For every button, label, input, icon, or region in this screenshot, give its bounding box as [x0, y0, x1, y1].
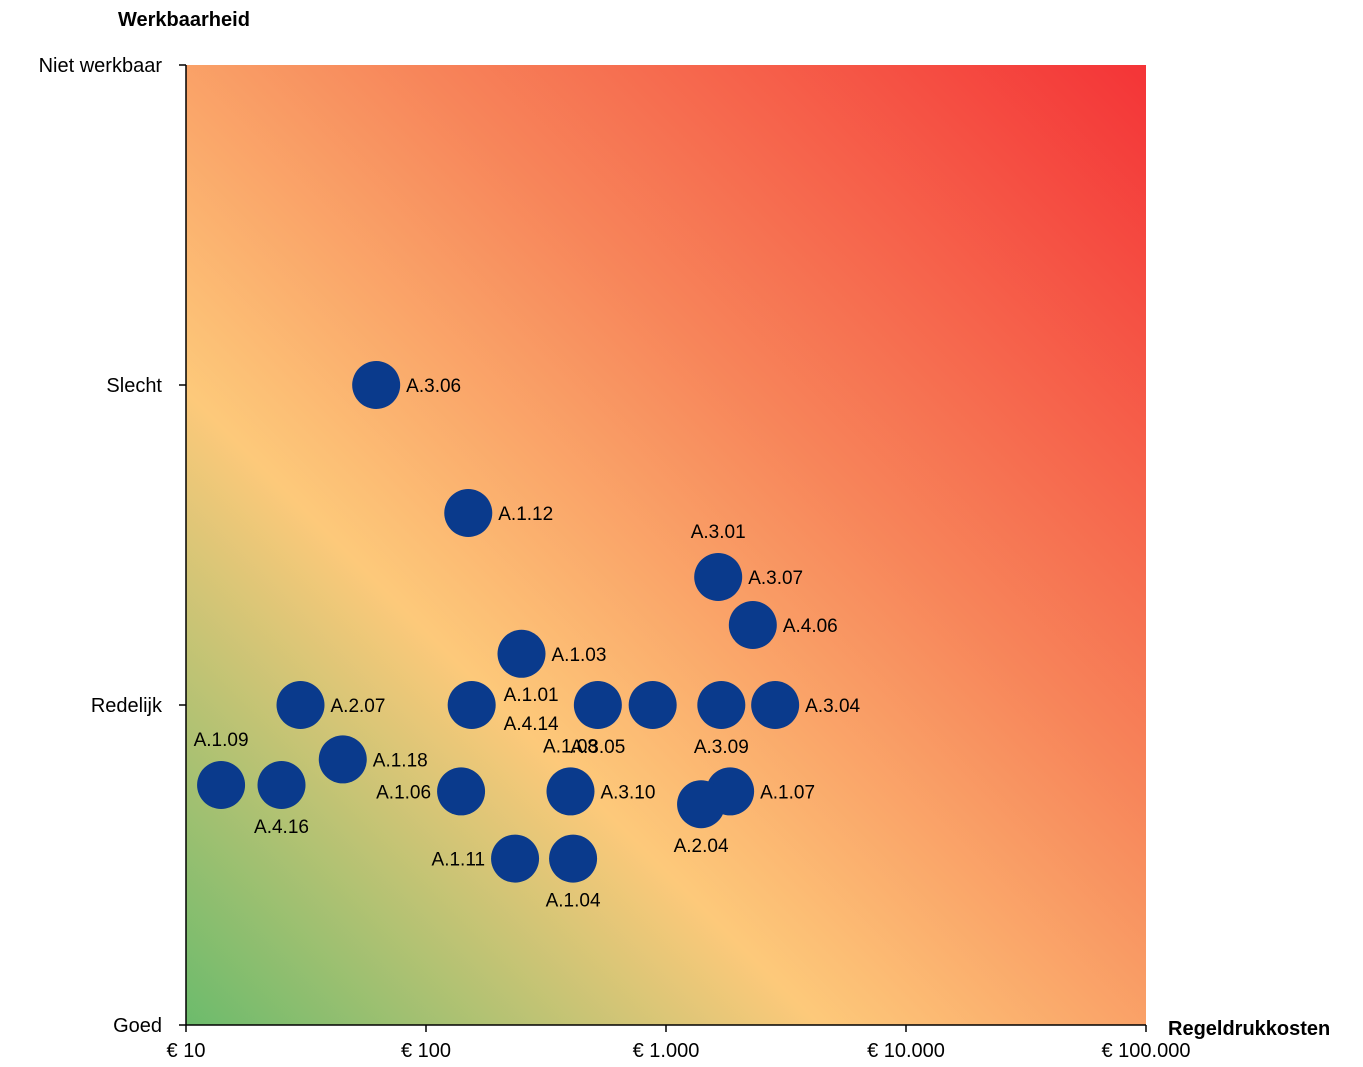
data-point-label: A.1.08: [543, 736, 598, 757]
data-point-label: A.4.06: [783, 616, 838, 637]
data-point-label: A.1.18: [373, 750, 428, 771]
data-point-label: A.1.06: [376, 782, 431, 803]
y-axis-ticks: Goed Redelijk Slecht Niet werkbaar: [39, 55, 186, 1037]
data-point-label: A.2.04: [674, 836, 729, 857]
data-point-marker: [628, 681, 677, 729]
x-axis-title: Regeldrukkosten: [1168, 1018, 1330, 1040]
data-point-marker: [444, 489, 493, 537]
data-point-label: A.1.04: [546, 891, 601, 912]
data-point-marker: [257, 761, 306, 809]
y-axis-title: Werkbaarheid: [118, 9, 250, 31]
data-point-label: A.4.16: [254, 817, 309, 838]
data-points: A.3.06 A.1.12 A.3.01 A.3.07 A.4.06 A.1.03 A.2.…: [194, 361, 861, 912]
y-tick-label: Redelijk: [91, 695, 163, 717]
data-point-marker: [491, 834, 540, 883]
x-tick-label: € 100: [401, 1040, 451, 1062]
data-point-label: A.2.07: [331, 696, 386, 717]
data-point-label: A.3.05: [570, 737, 625, 758]
data-point-label: A.1.09: [194, 730, 249, 751]
data-point-marker: [497, 629, 546, 678]
data-point-label: A.3.06: [406, 376, 461, 397]
y-tick-label: Niet werkbaar: [39, 55, 163, 77]
data-point-label: A.1.11: [432, 850, 486, 871]
data-point-label: A.3.01: [691, 522, 746, 543]
data-point-label: A.1.01: [504, 685, 559, 706]
data-point-marker: [447, 681, 496, 729]
data-point-marker: [694, 553, 743, 601]
data-point-label: A.3.10: [600, 782, 655, 803]
x-tick-label: € 10.000: [867, 1040, 945, 1062]
data-point-label: A.3.09: [694, 737, 749, 758]
data-point-label: A.1.03: [552, 645, 607, 666]
data-point-marker: [697, 681, 746, 729]
data-point-marker: [276, 681, 325, 729]
data-point-marker: [549, 834, 598, 883]
x-axis-ticks: € 10 € 100 € 1.000 € 10.000 € 100.000: [167, 1025, 1191, 1062]
y-tick-label: Slecht: [106, 375, 162, 397]
data-point-marker: [546, 767, 595, 816]
data-point-label: A.3.07: [748, 568, 803, 589]
data-point-marker: [573, 681, 622, 729]
data-point-label: A.3.04: [805, 696, 860, 717]
data-point-marker: [318, 735, 367, 784]
plot-area-background: [186, 65, 1146, 1025]
data-point-marker: [728, 601, 777, 649]
data-point-marker: [437, 767, 486, 816]
data-point-label: A.1.12: [498, 504, 553, 525]
data-point-marker: [677, 780, 726, 829]
y-tick-label: Goed: [113, 1015, 162, 1037]
data-point-label: A.4.14: [504, 714, 559, 735]
x-tick-label: € 100.000: [1102, 1040, 1191, 1062]
data-point-marker: [197, 761, 246, 809]
x-tick-label: € 1.000: [633, 1040, 700, 1062]
data-point-marker: [352, 361, 401, 409]
data-point-marker: [751, 681, 800, 729]
data-point-label: A.1.07: [760, 782, 815, 803]
x-tick-label: € 10: [167, 1040, 206, 1062]
